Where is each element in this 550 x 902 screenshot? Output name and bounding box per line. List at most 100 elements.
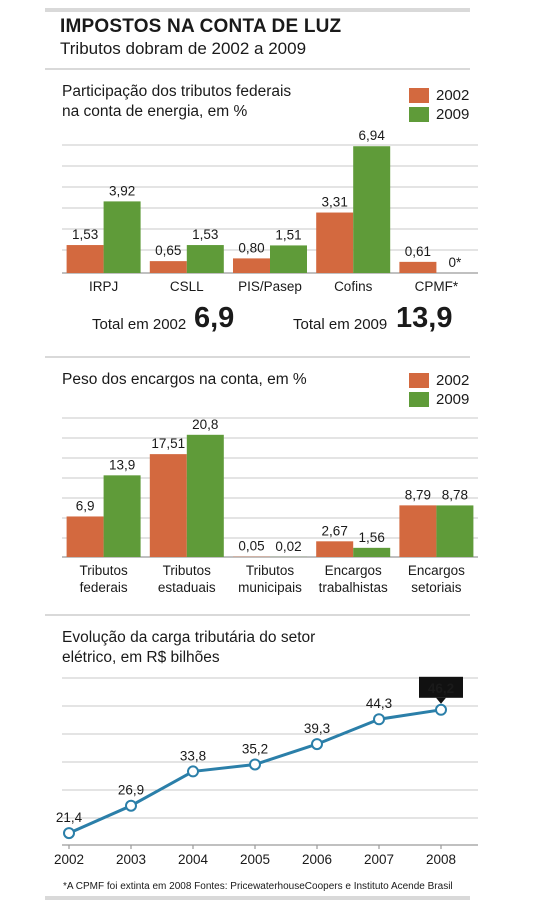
- bar-2002: [316, 212, 354, 273]
- chart1-legend-label-2009: 2009: [436, 106, 470, 123]
- chart1-total-2002-value: 6,9: [194, 302, 235, 334]
- chart2-legend-swatch-2002: [409, 373, 429, 388]
- x-tick-label: 2006: [302, 852, 332, 867]
- category-label: federais: [80, 580, 128, 595]
- data-label: 33,8: [180, 748, 206, 763]
- highlight-box: [419, 676, 463, 698]
- x-tick-label: 2007: [364, 852, 394, 867]
- data-label-2009: 1,56: [359, 530, 385, 545]
- chart3-title-line1: Evolução da carga tributária do setor: [62, 629, 316, 646]
- bar-2009: [270, 245, 307, 273]
- main-subtitle: Tributos dobram de 2002 a 2009: [60, 39, 307, 58]
- data-label-2009: 0*: [449, 255, 463, 270]
- data-label-2009: 0,02: [275, 539, 301, 554]
- category-label: trabalhistas: [319, 580, 388, 595]
- category-label: PIS/Pasep: [238, 279, 302, 294]
- data-label-2009: 13,9: [109, 457, 135, 472]
- category-label: Tributos: [246, 563, 295, 578]
- category-label: Tributos: [163, 563, 212, 578]
- bar-2009: [353, 146, 391, 273]
- footnote: *A CPMF foi extinta em 2008 Fontes: Pric…: [63, 881, 453, 892]
- x-tick-label: 2008: [426, 852, 456, 867]
- data-label-2009: 3,92: [109, 183, 135, 198]
- bottom-rule: [45, 896, 470, 900]
- category-label: Encargos: [325, 563, 382, 578]
- category-label: municipais: [238, 580, 302, 595]
- data-label-2002: 17,51: [151, 436, 185, 451]
- data-label-2002: 2,67: [322, 523, 348, 538]
- bar-2009: [103, 201, 141, 273]
- bar-2002: [149, 454, 187, 557]
- section1-rule: [45, 68, 470, 70]
- data-label: 44,3: [366, 696, 392, 711]
- x-tick-label: 2004: [178, 852, 209, 867]
- chart1-legend-swatch-2009: [409, 107, 429, 122]
- section3-rule: [45, 614, 470, 616]
- x-tick-label: 2002: [54, 852, 84, 867]
- data-label-2002: 6,9: [76, 498, 95, 513]
- data-label: 39,3: [304, 721, 330, 736]
- bar-2009: [436, 505, 474, 557]
- section2-rule: [45, 356, 470, 358]
- data-label-2002: 0,65: [155, 243, 181, 258]
- chart1-legend-label-2002: 2002: [436, 87, 470, 104]
- data-label-2009: 20,8: [192, 417, 218, 432]
- bar-2009: [186, 245, 224, 273]
- bar-2002: [399, 505, 437, 557]
- chart1-title-line2: na conta de energia, em %: [62, 103, 248, 120]
- top-rule: [45, 8, 470, 12]
- data-point: [249, 758, 261, 771]
- x-tick-label: 2003: [116, 852, 146, 867]
- main-title: IMPOSTOS NA CONTA DE LUZ: [60, 16, 342, 37]
- data-point: [311, 738, 323, 751]
- data-label-2002: 0,05: [238, 539, 264, 554]
- data-label-2002: 0,80: [238, 240, 264, 255]
- x-tick-label: 2005: [240, 852, 270, 867]
- data-point: [125, 799, 137, 812]
- data-point: [435, 703, 447, 716]
- chart3-title-line2: elétrico, em R$ bilhões: [62, 649, 220, 666]
- bar-2002: [316, 541, 354, 557]
- data-label: 26,9: [118, 783, 144, 798]
- data-label-2009: 8,78: [442, 487, 468, 502]
- category-label: Tributos: [79, 563, 128, 578]
- data-label-highlight: 46,2: [428, 681, 454, 696]
- chart1-total-2009-label: Total em 2009: [293, 316, 388, 333]
- bar-2009: [353, 547, 391, 557]
- bar-2002: [233, 258, 270, 273]
- data-label-2009: 1,53: [192, 227, 218, 242]
- bar-2002: [399, 261, 437, 273]
- chart2-legend-swatch-2009: [409, 392, 429, 407]
- chart2-legend-label-2002: 2002: [436, 372, 470, 389]
- category-label: CPMF*: [415, 279, 459, 294]
- chart1-title-line1: Participação dos tributos federais: [62, 83, 292, 100]
- category-label: Encargos: [408, 563, 465, 578]
- data-point: [187, 765, 199, 778]
- category-label: Cofins: [334, 279, 373, 294]
- bar-2009: [186, 434, 224, 557]
- data-label-2002: 0,61: [405, 244, 431, 259]
- bar-2009: [103, 475, 141, 557]
- chart1-total-2002-label: Total em 2002: [92, 316, 187, 333]
- series-line: [68, 708, 442, 835]
- data-label-2002: 1,53: [72, 227, 98, 242]
- category-label: estaduais: [158, 580, 216, 595]
- data-label: 35,2: [242, 741, 268, 756]
- data-label-2002: 8,79: [405, 487, 431, 502]
- chart1-total-2009-value: 13,9: [396, 302, 453, 334]
- category-label: CSLL: [170, 279, 204, 294]
- bar-2002: [66, 245, 104, 273]
- chart1-legend-swatch-2002: [409, 88, 429, 103]
- category-label: setoriais: [411, 580, 462, 595]
- data-point: [373, 713, 385, 726]
- chart2-title: Peso dos encargos na conta, em %: [62, 371, 307, 388]
- chart2-legend-label-2009: 2009: [436, 391, 470, 408]
- data-label-2002: 3,31: [322, 195, 348, 210]
- data-point: [63, 827, 75, 840]
- category-label: IRPJ: [89, 279, 118, 294]
- bar-2002: [149, 261, 187, 273]
